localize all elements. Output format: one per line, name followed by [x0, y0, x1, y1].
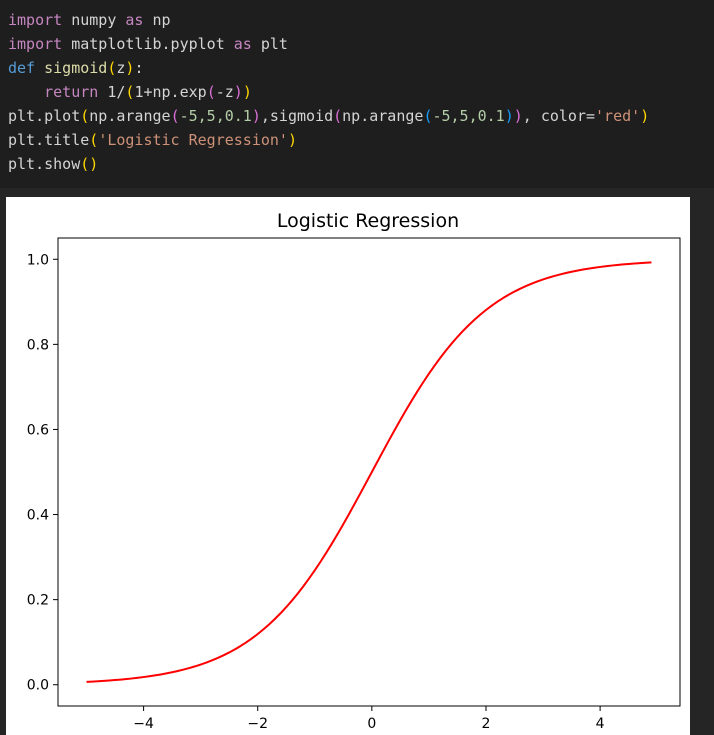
y-axis: 0.0 0.2 0.4 0.6 0.8 1.0 — [27, 252, 58, 694]
y-tick-label: 0.6 — [27, 422, 49, 438]
code-token: -5,5,0.1 — [432, 107, 505, 125]
code-token: numpy — [62, 11, 126, 29]
code-token: import — [8, 35, 63, 53]
code-token: ( — [206, 83, 216, 101]
code-token: matplotlib.pyplot — [62, 35, 234, 53]
code-line: import matplotlib.pyplot as plt — [8, 32, 714, 56]
code-token: : — [134, 59, 144, 77]
code-token: np.arange — [342, 107, 424, 125]
code-token: ) — [125, 59, 135, 77]
y-tick-label: 0.0 — [27, 678, 49, 694]
code-token: 'red' — [595, 107, 641, 125]
y-tick-label: 1.0 — [27, 252, 49, 268]
code-token: plt.show — [8, 155, 81, 173]
code-token: plt.title — [8, 131, 90, 149]
y-tick-label: 0.2 — [27, 593, 49, 609]
code-token: ) — [242, 83, 252, 101]
code-token: as — [233, 35, 252, 53]
code-token: ) — [251, 107, 261, 125]
code-token: plt — [251, 35, 288, 53]
code-token: np — [143, 11, 171, 29]
code-token: def — [8, 59, 36, 77]
code-token: ) — [287, 131, 297, 149]
code-line: plt.plot(np.arange(-5,5,0.1),sigmoid(np.… — [8, 104, 714, 128]
x-tick-label: 2 — [482, 716, 491, 732]
cell-output: Logistic Regression −4 −2 0 2 4 0.0 0.2 0.4 0.6… — [0, 188, 714, 735]
y-tick-label: 0.8 — [27, 337, 49, 353]
series-group — [86, 261, 652, 683]
code-token: ) — [640, 107, 650, 125]
code-token: ( — [89, 131, 99, 149]
sigmoid-line — [86, 261, 652, 683]
code-token: -5,5,0.1 — [179, 107, 252, 125]
code-token: ( — [80, 107, 90, 125]
code-token: () — [80, 155, 99, 173]
code-line: plt.show() — [8, 152, 714, 176]
figure: Logistic Regression −4 −2 0 2 4 0.0 0.2 0.4 0.6… — [6, 197, 690, 735]
code-token: , color= — [522, 107, 596, 125]
code-token: ( — [333, 107, 343, 125]
x-tick-label: −2 — [247, 716, 268, 732]
code-line: def sigmoid(z): — [8, 56, 714, 80]
code-token: 'Logistic Regression' — [98, 131, 288, 149]
code-token: as — [125, 11, 144, 29]
code-token: ( — [125, 83, 135, 101]
code-token: ) — [513, 107, 523, 125]
y-tick-label: 0.4 — [27, 508, 49, 524]
code-token — [35, 59, 44, 77]
x-tick-label: 0 — [367, 716, 376, 732]
plot-frame — [57, 237, 681, 707]
code-token: ) — [233, 83, 243, 101]
code-token — [8, 83, 44, 101]
chart-title: Logistic Regression — [277, 210, 459, 232]
code-cell[interactable]: import numpy as np import matplotlib.pypl… — [0, 0, 714, 188]
code-token: ( — [423, 107, 433, 125]
code-line: import numpy as np — [8, 8, 714, 32]
code-token: import — [8, 11, 63, 29]
code-token: np.arange — [89, 107, 171, 125]
x-tick-label: −4 — [133, 716, 154, 732]
code-line: return 1/(1+np.exp(-z)) — [8, 80, 714, 104]
x-tick-label: 4 — [596, 716, 605, 732]
x-axis: −4 −2 0 2 4 — [133, 706, 605, 732]
code-token: ( — [107, 59, 117, 77]
code-token: plt.plot — [8, 107, 81, 125]
line-chart: Logistic Regression −4 −2 0 2 4 0.0 0.2 0.4 0.6… — [27, 210, 681, 732]
code-token: 1/ — [98, 83, 126, 101]
code-token: z — [116, 59, 126, 77]
code-token: ) — [504, 107, 514, 125]
code-token: sigmoid — [44, 59, 108, 77]
code-token: ( — [170, 107, 180, 125]
code-token: return — [44, 83, 99, 101]
code-token: ,sigmoid — [260, 107, 334, 125]
code-token: -z — [215, 83, 234, 101]
code-token: 1+np.exp — [134, 83, 207, 101]
code-line: plt.title('Logistic Regression') — [8, 128, 714, 152]
